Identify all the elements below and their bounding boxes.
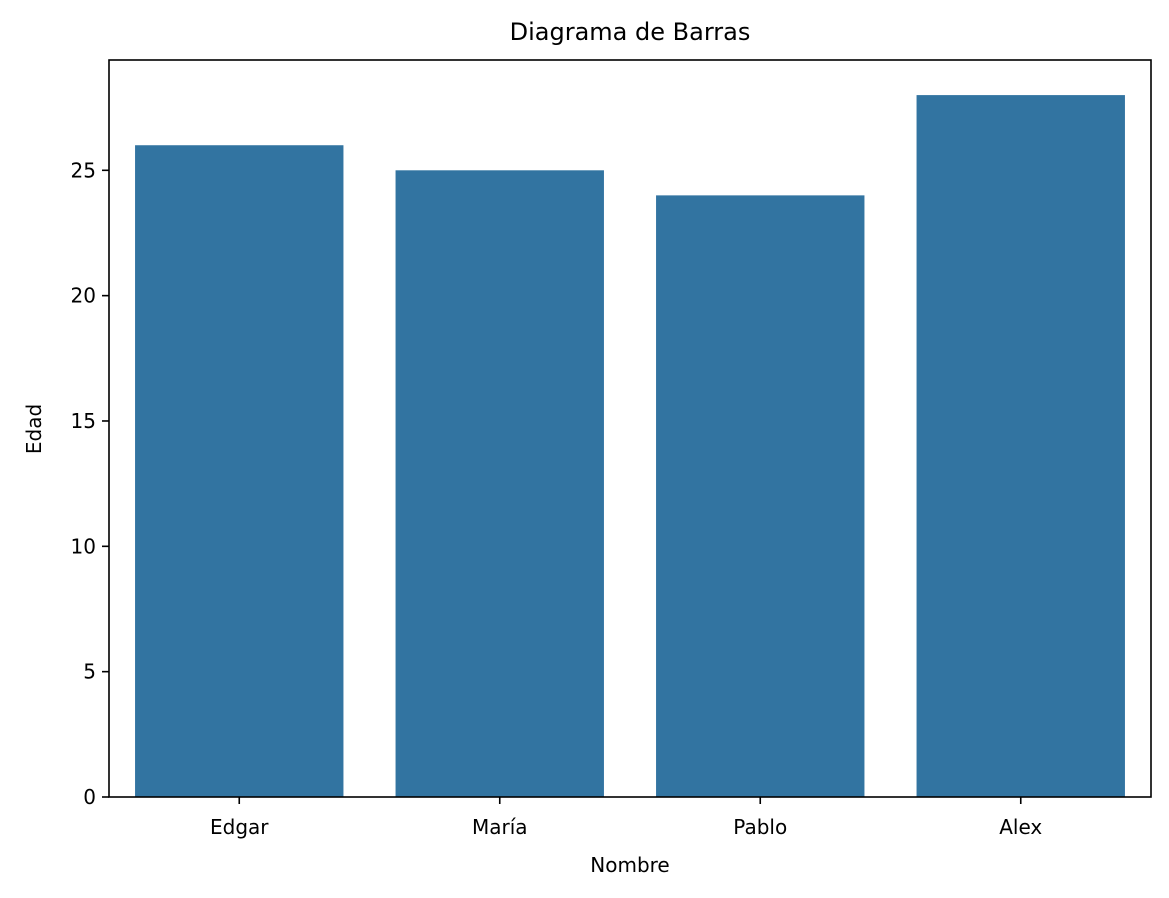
y-tick-label-1: 5 [83, 660, 96, 684]
bars-group [135, 95, 1125, 798]
x-tick-label-3: Alex [999, 815, 1042, 839]
y-tick-label-5: 25 [71, 158, 96, 182]
bar-2 [656, 195, 865, 798]
y-axis-ticks: 0 5 10 15 20 25 [71, 158, 109, 809]
y-tick-label-2: 10 [71, 534, 96, 558]
chart-title: Diagrama de Barras [510, 18, 751, 46]
x-tick-label-1: María [472, 815, 528, 839]
x-axis-label: Nombre [590, 853, 669, 877]
x-tick-label-0: Edgar [210, 815, 269, 839]
x-tick-label-2: Pablo [733, 815, 787, 839]
y-tick-label-0: 0 [83, 785, 96, 809]
plot-area-frame [108, 59, 1152, 798]
bar-1 [395, 170, 604, 797]
y-axis-label: Edad [22, 404, 46, 454]
x-axis-ticks: Edgar María Pablo Alex [210, 797, 1042, 839]
bar-3 [916, 95, 1125, 798]
y-tick-label-4: 20 [71, 284, 96, 308]
bar-0 [135, 145, 344, 797]
y-tick-label-3: 15 [71, 409, 96, 433]
